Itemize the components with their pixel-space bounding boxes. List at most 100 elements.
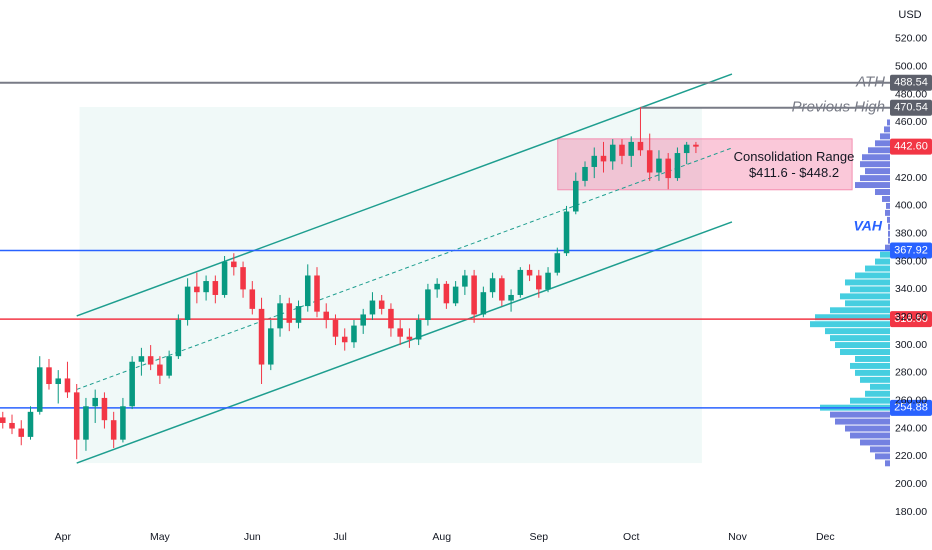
- candle-body: [397, 328, 403, 337]
- vah-label: VAH: [853, 218, 882, 234]
- candle-body: [526, 269, 533, 276]
- candle-body: [36, 367, 43, 412]
- candle-body: [27, 411, 34, 437]
- volume-profile-bar: [835, 418, 890, 425]
- range-box: [79, 106, 702, 464]
- candle-body: [683, 144, 690, 154]
- volume-profile-bar: [855, 369, 890, 376]
- candle-body: [563, 211, 570, 254]
- y-tick-label: 180.00: [895, 506, 927, 518]
- candle-body: [55, 378, 61, 385]
- candle-body: [693, 144, 699, 147]
- y-tick-label: 400.00: [895, 200, 927, 212]
- volume-profile-bar: [865, 168, 890, 175]
- volume-profile-bar: [875, 189, 890, 195]
- volume-profile-bar: [855, 355, 890, 362]
- volume-profile-bar: [885, 244, 890, 251]
- x-tick-label: Apr: [55, 531, 72, 543]
- volume-profile-bar: [860, 376, 890, 383]
- candle-body: [240, 267, 246, 290]
- candle-body: [591, 155, 598, 167]
- volume-profile-bar: [887, 216, 890, 223]
- price-tag: [890, 311, 932, 328]
- candle-body: [314, 275, 320, 312]
- channel-middle: [76, 147, 733, 390]
- candle-body: [656, 158, 662, 173]
- candle-body: [295, 306, 302, 323]
- candle-body: [425, 289, 431, 321]
- y-tick-label: 320.00: [895, 311, 927, 323]
- volume-profile-bar: [885, 209, 890, 216]
- channel-upper: [76, 73, 733, 317]
- candle-body: [268, 328, 274, 365]
- volume-profile-bar: [862, 154, 890, 161]
- candle-body: [129, 361, 135, 407]
- volume-profile-bar: [875, 140, 890, 147]
- candle-body: [277, 303, 283, 329]
- candle-body: [64, 378, 71, 393]
- candle-body: [221, 261, 228, 295]
- candle-body: [480, 292, 487, 315]
- candle-body: [138, 356, 145, 362]
- candle-body: [231, 261, 237, 268]
- candle-body: [147, 356, 154, 365]
- volume-profile-bar: [888, 230, 890, 237]
- price-tag: [890, 99, 932, 116]
- candle-body: [304, 275, 311, 307]
- price-tag-text: 470.54: [894, 102, 928, 114]
- volume-profile-bar: [845, 425, 890, 432]
- candle-body: [120, 406, 126, 440]
- x-tick-label: Jul: [333, 531, 346, 543]
- candle-body: [175, 320, 182, 357]
- volume-profile-bar: [850, 362, 890, 369]
- volume-profile-bar: [855, 182, 890, 189]
- volume-profile-bar: [865, 265, 890, 272]
- candle-body: [258, 308, 265, 365]
- candle-body: [351, 325, 357, 343]
- candle-body: [341, 336, 348, 343]
- candle-body: [489, 278, 496, 293]
- x-tick-label: Sep: [529, 531, 548, 543]
- currency-label: USD: [898, 9, 921, 21]
- x-tick-label: Dec: [816, 531, 835, 543]
- candle-body: [434, 283, 440, 290]
- candle-body: [443, 283, 450, 304]
- candle-body: [452, 286, 459, 304]
- volume-profile-bar: [855, 272, 890, 279]
- volume-profile-bar: [835, 342, 890, 349]
- channel-lower: [76, 221, 733, 464]
- y-tick-label: 420.00: [895, 172, 927, 184]
- y-tick-label: 280.00: [895, 367, 927, 379]
- y-tick-label: 460.00: [895, 116, 927, 128]
- candle-body: [369, 300, 376, 315]
- volume-profile-bar: [870, 383, 890, 390]
- volume-profile-bar: [850, 397, 890, 404]
- price-tag: [890, 74, 932, 91]
- volume-profile-bar: [845, 279, 890, 286]
- volume-profile-bar: [875, 258, 890, 265]
- candle-body: [194, 286, 200, 293]
- y-tick-label: 520.00: [895, 33, 927, 45]
- candle-body: [110, 420, 117, 440]
- volume-profile-bar: [887, 119, 890, 126]
- last-price-text: 442.60: [894, 141, 928, 153]
- x-tick-label: Nov: [728, 531, 747, 543]
- candle-body: [628, 141, 634, 156]
- volume-profile-bar: [840, 293, 890, 300]
- volume-profile-bar: [868, 147, 890, 154]
- volume-profile-bar: [880, 251, 890, 258]
- volume-profile-bar: [865, 390, 890, 397]
- price-tag: [890, 399, 932, 416]
- volume-profile-bar: [880, 133, 890, 140]
- volume-profile-bar: [884, 126, 890, 133]
- volume-profile-bar: [875, 453, 890, 460]
- volume-profile-bar: [850, 432, 890, 439]
- y-tick-label: 480.00: [895, 88, 927, 100]
- y-tick-label: 240.00: [895, 422, 927, 434]
- volume-profile-bar: [845, 300, 890, 307]
- y-tick-label: 260.00: [895, 394, 927, 406]
- volume-profile-bar: [882, 195, 890, 202]
- candle-body: [203, 281, 209, 293]
- candle-body: [600, 155, 607, 162]
